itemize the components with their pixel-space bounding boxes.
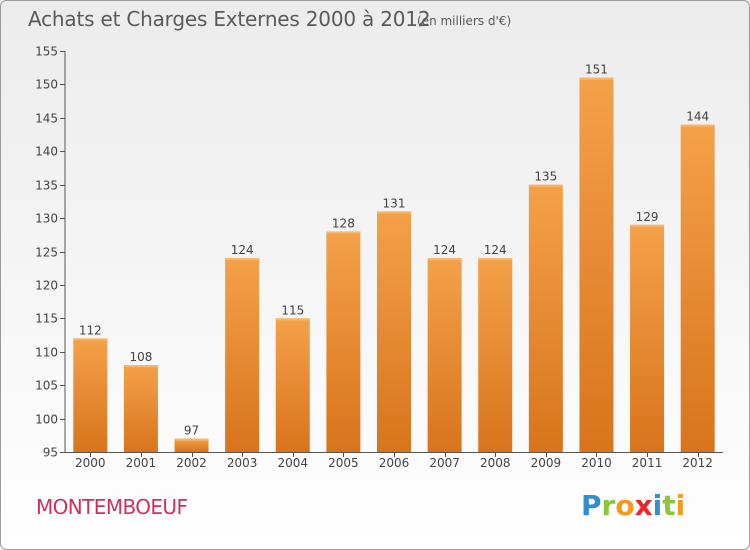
bar-highlight (478, 258, 513, 261)
value-label: 97 (184, 424, 199, 438)
x-tick-label: 2002 (176, 456, 207, 470)
value-label: 124 (484, 243, 507, 257)
bar-2002 (174, 438, 209, 452)
x-tick-label: 2007 (429, 456, 460, 470)
bar-highlight (275, 318, 310, 321)
bar-2005 (326, 231, 361, 452)
x-tick-label: 2006 (379, 456, 410, 470)
x-tick-label: 2003 (227, 456, 258, 470)
bar-2001 (123, 365, 158, 452)
bar-highlight (123, 365, 158, 368)
logo-letter: i (675, 489, 686, 522)
value-label: 144 (686, 110, 709, 124)
logo-letter: t (662, 489, 676, 522)
logo-letter: i (652, 489, 663, 522)
y-tick-label: 145 (35, 112, 58, 126)
x-tick-label: 2012 (682, 456, 713, 470)
value-label: 115 (281, 303, 304, 317)
bar-highlight (225, 258, 260, 261)
town-name: MONTEMBOEUF (36, 495, 188, 519)
value-label: 135 (534, 170, 557, 184)
bar-highlight (528, 184, 563, 187)
x-tick-label: 2008 (480, 456, 511, 470)
y-tick-label: 155 (35, 45, 58, 59)
bar-highlight (174, 438, 209, 441)
chart-title: Achats et Charges Externes 2000 à 2012 (28, 7, 431, 31)
y-tick-label: 130 (35, 212, 58, 226)
y-tick-label: 110 (35, 346, 58, 360)
y-tick-label: 135 (35, 179, 58, 193)
value-label: 129 (636, 210, 659, 224)
bar-2011 (630, 224, 665, 452)
chart-subtitle: (en milliers d'€) (417, 14, 512, 28)
bar-2004 (275, 318, 310, 452)
x-tick-label: 2009 (531, 456, 562, 470)
value-label: 131 (383, 196, 406, 210)
bar-highlight (680, 124, 715, 127)
logo-letter: P (581, 489, 602, 522)
proxiti-logo: Proxiti (581, 489, 685, 522)
value-label: 112 (79, 323, 102, 337)
value-label: 124 (433, 243, 456, 257)
x-tick-label: 2001 (126, 456, 157, 470)
x-tick-label: 2010 (581, 456, 612, 470)
y-tick-label: 140 (35, 145, 58, 159)
y-tick-label: 95 (43, 446, 58, 460)
bar-2010 (579, 77, 614, 452)
y-tick-label: 100 (35, 413, 58, 427)
x-tick-label: 2000 (75, 456, 106, 470)
bar-2009 (528, 184, 563, 452)
bar-highlight (579, 77, 614, 80)
x-tick-label: 2011 (632, 456, 663, 470)
bar-highlight (630, 224, 665, 227)
bar-2000 (73, 338, 108, 452)
y-tick-label: 150 (35, 78, 58, 92)
value-label: 128 (332, 216, 355, 230)
logo-letter: r (601, 489, 616, 522)
bar-2012 (680, 124, 715, 453)
bar-2008 (478, 258, 513, 452)
bar-2006 (377, 211, 411, 452)
y-tick-label: 125 (35, 246, 58, 260)
logo-letter: x (634, 489, 653, 522)
y-tick-label: 120 (35, 279, 58, 293)
value-label: 151 (585, 63, 608, 77)
x-tick-label: 2004 (277, 456, 308, 470)
bar-highlight (73, 338, 108, 341)
value-label: 124 (231, 243, 254, 257)
logo-letter: o (615, 489, 635, 522)
y-tick-label: 105 (35, 379, 58, 393)
bar-highlight (427, 258, 462, 261)
bar-highlight (377, 211, 411, 214)
bar-2007 (427, 258, 462, 452)
bar-2003 (225, 258, 260, 452)
value-label: 108 (129, 350, 152, 364)
bar-highlight (326, 231, 361, 234)
y-tick-label: 115 (35, 312, 58, 326)
x-tick-label: 2005 (328, 456, 359, 470)
